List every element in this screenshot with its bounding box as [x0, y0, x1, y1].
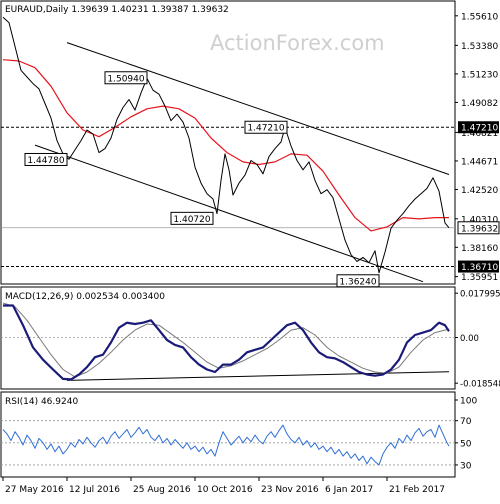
annotation-box	[24, 152, 68, 166]
x-axis-tick-label: 10 Oct 2016	[197, 485, 253, 495]
x-axis-tick-label: 27 May 2016	[5, 485, 64, 495]
y-axis-tick-label: 1.44671	[461, 157, 498, 167]
annotation-label: 1.47210	[247, 124, 284, 134]
annotation-box	[104, 71, 148, 85]
annotation-box	[170, 211, 214, 225]
current-price-label: 1.39632	[461, 224, 498, 234]
y-axis-tick-label: 1.49082	[461, 99, 498, 109]
macd-line	[3, 304, 450, 381]
y-axis-tick-label: 1.35951	[461, 273, 498, 283]
price-panel-frame	[0, 0, 456, 285]
macd-y-tick-label: -0.018548	[460, 380, 500, 390]
rsi-y-tick-label: 70	[460, 417, 472, 427]
price-chart-title: EURAUD,Daily 1.39639 1.40231 1.39387 1.3…	[5, 5, 229, 15]
y-axis-tick-label: 1.40310	[461, 215, 498, 225]
y-axis-tick-label: 1.53380	[461, 42, 498, 52]
y-axis-tick-label: 1.36710	[461, 263, 498, 273]
x-axis-tick-label: 12 Jul 2016	[69, 485, 120, 495]
price-layer: 1.50940 1.44780 1.47210 1.40720 1.36240	[1, 16, 455, 288]
current-price-box	[457, 221, 500, 235]
x-axis-tick-label: 25 Aug 2016	[133, 485, 191, 495]
rsi-panel-frame	[0, 391, 456, 478]
channel-lower-line	[34, 144, 424, 283]
price-line	[2, 16, 450, 274]
macd-chart-title: MACD(12,26,9) 0.002534 0.003400	[5, 292, 165, 302]
annotation-box	[244, 120, 288, 134]
watermark-text: ActionForex.com	[210, 31, 385, 55]
y-axis-tick-label: 1.46821	[461, 129, 498, 139]
y-axis-tick-label: 1.38160	[461, 244, 498, 254]
rsi-y-tick-label: 30	[460, 461, 472, 471]
y-axis-tick-label: 1.42520	[461, 186, 498, 196]
channel-upper-line	[66, 42, 450, 175]
x-axis-tick-label: 21 Feb 2017	[389, 485, 445, 495]
y-axis-level-box	[458, 121, 499, 134]
rsi-y-tick-label: 50	[460, 439, 472, 449]
annotation-label: 1.44780	[27, 156, 64, 166]
rsi-line	[2, 424, 450, 466]
moving-average-line	[2, 59, 449, 232]
macd-y-tick-label: 0.017995	[460, 290, 500, 300]
x-axis-tick-label: 6 Jan 2017	[325, 485, 373, 495]
y-axis-tick-label: 1.51230	[461, 70, 498, 80]
annotation-label: 1.50940	[107, 74, 144, 84]
y-axis-tick-label: 1.47210	[461, 124, 498, 134]
y-axis-level-box	[458, 260, 499, 273]
macd-layer	[1, 302, 455, 381]
macd-y-tick-label: 0.00	[460, 334, 479, 344]
annotation-label: 1.40720	[173, 215, 210, 225]
rsi-y-tick-label: 100	[460, 397, 477, 407]
rsi-chart-title: RSI(14) 46.9240	[5, 397, 78, 407]
annotation-box	[336, 274, 380, 288]
x-axis-tick-label: 23 Nov 2016	[261, 485, 319, 495]
y-axis-tick-label: 1.55610	[461, 12, 498, 22]
rsi-layer	[1, 420, 455, 466]
annotation-label: 1.36240	[339, 277, 376, 287]
